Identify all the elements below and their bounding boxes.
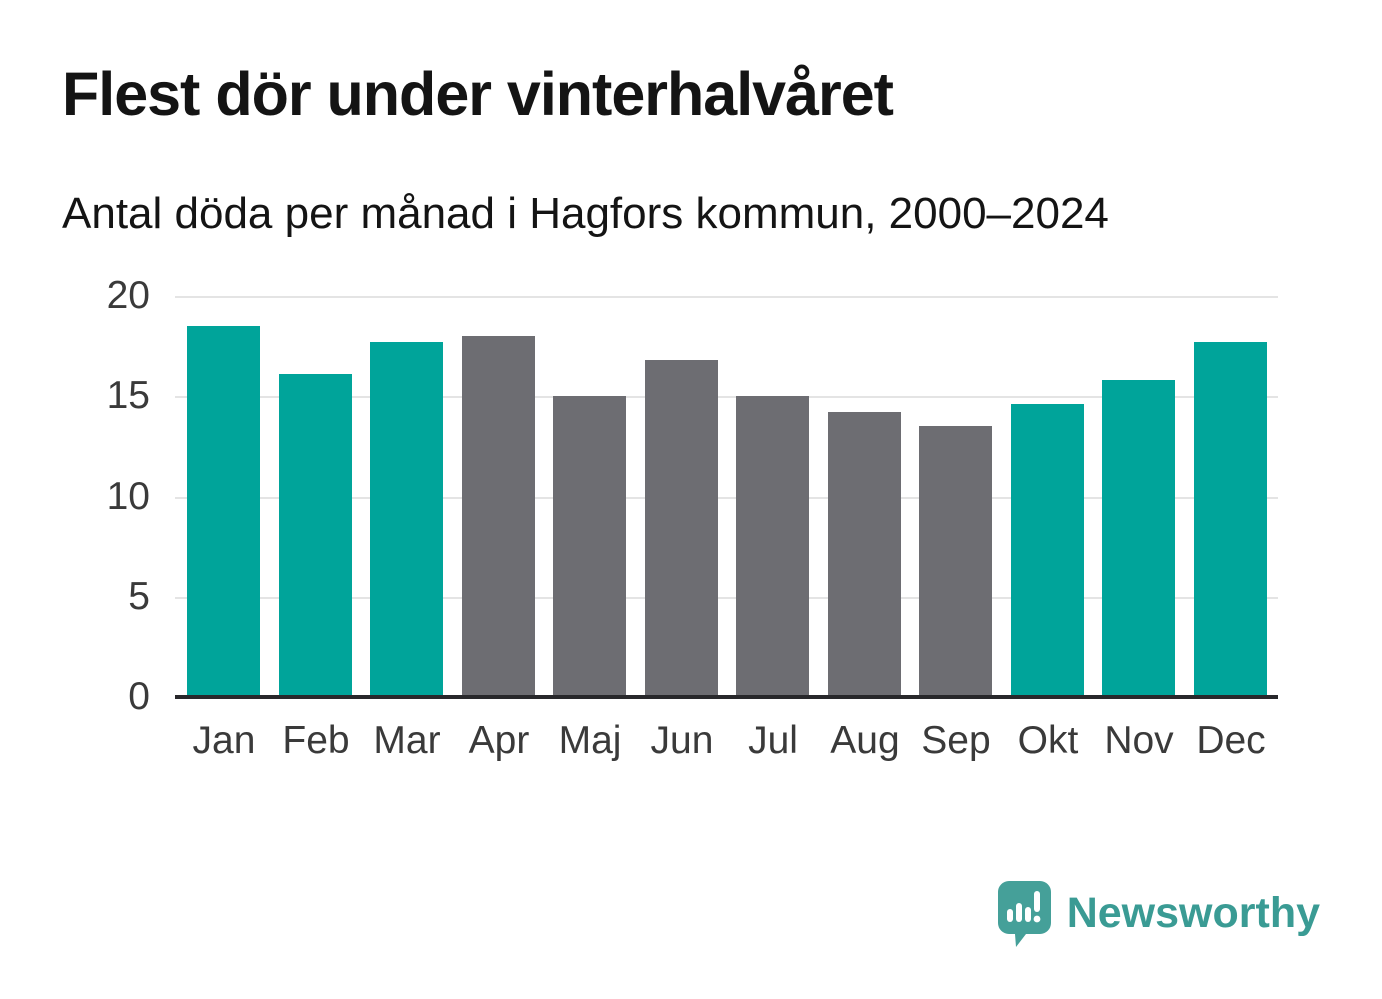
y-tick-label-15: 15 (106, 374, 150, 417)
newsworthy-logo-text: Newsworthy (1066, 889, 1320, 937)
bar-maj (553, 396, 626, 697)
bar-aug (828, 412, 901, 697)
bar-apr (462, 336, 535, 697)
x-tick-label-jun: Jun (650, 719, 714, 762)
y-tick-label-5: 5 (128, 575, 150, 618)
bar-sep (919, 426, 992, 697)
bar-dec (1194, 342, 1267, 697)
x-tick-label-nov: Nov (1104, 719, 1174, 762)
x-tick-label-apr: Apr (468, 719, 530, 762)
bar-nov (1102, 380, 1175, 697)
bar-jun (645, 360, 718, 697)
chart-subtitle: Antal döda per månad i Hagfors kommun, 2… (62, 189, 1109, 238)
newsworthy-logo: Newsworthy (997, 880, 1320, 947)
x-tick-label-feb: Feb (282, 719, 350, 762)
y-tick-label-0: 0 (128, 675, 150, 718)
bar-jan (187, 326, 260, 697)
y-tick-label-10: 10 (106, 475, 150, 518)
chart-title: Flest dör under vinterhalvåret (62, 60, 894, 128)
gridline-20 (175, 296, 1278, 298)
bar-okt (1011, 404, 1084, 697)
plot-area (175, 296, 1278, 699)
newsworthy-logo-icon (997, 881, 1051, 947)
x-tick-label-sep: Sep (921, 719, 991, 762)
bar-mar (370, 342, 443, 697)
gridline-5 (175, 597, 1278, 599)
x-tick-label-dec: Dec (1196, 719, 1266, 762)
gridline-15 (175, 396, 1278, 398)
x-axis-line (175, 695, 1278, 699)
bar-feb (279, 374, 352, 697)
x-tick-label-maj: Maj (558, 719, 622, 762)
x-tick-label-mar: Mar (373, 719, 441, 762)
y-tick-label-20: 20 (106, 274, 150, 317)
x-tick-label-okt: Okt (1017, 719, 1079, 762)
gridline-10 (175, 497, 1278, 499)
x-tick-label-aug: Aug (830, 719, 900, 762)
bar-jul (736, 396, 809, 697)
x-tick-label-jul: Jul (748, 719, 798, 762)
x-tick-label-jan: Jan (192, 719, 256, 762)
